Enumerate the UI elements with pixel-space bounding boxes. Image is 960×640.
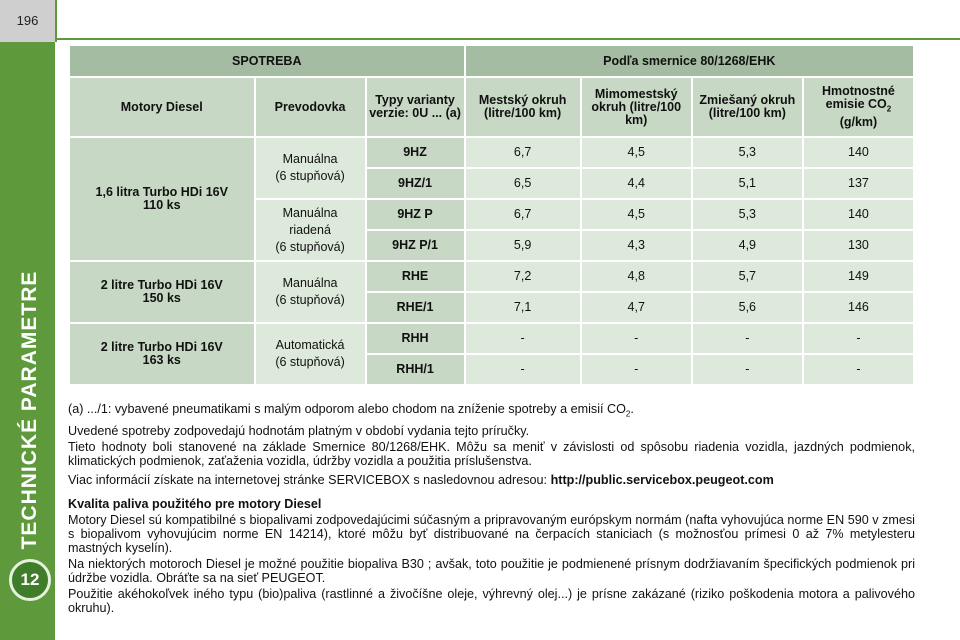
fuel-paragraph: Motory Diesel sú kompatibilné s biopaliv… <box>68 512 915 555</box>
combined-cell: 5,7 <box>692 262 802 291</box>
footnote-a-subscript: 2 <box>625 409 631 419</box>
gearbox-line: (6 stupňová) <box>275 239 345 254</box>
variant-cell: RHE <box>366 262 464 291</box>
col-header-variant: Typy varianty verzie: 0U ... (a) <box>366 78 464 136</box>
page-number: 196 <box>0 0 57 42</box>
combined-cell: 5,3 <box>692 138 802 167</box>
combined-cell: - <box>692 324 802 353</box>
gearbox-line: Manuálna <box>282 276 338 290</box>
gearbox-cell: Manuálna (6 stupňová) <box>255 138 365 198</box>
gearbox-line: (6 stupňová) <box>275 355 345 369</box>
fuel-consumption-table: SPOTREBA Podľa smernice 80/1268/EHK Moto… <box>68 44 915 386</box>
footnote-a: (a) .../1: vybavené pneumatikami s malým… <box>68 402 915 422</box>
col-header-urban: Mestský okruh (litre/100 km) <box>465 78 580 136</box>
engine-name: 2 litre Turbo HDi 16V <box>100 278 223 292</box>
gearbox-line: (6 stupňová) <box>275 293 345 307</box>
gearbox-line: Manuálna <box>282 205 338 220</box>
extra-urban-cell: 4,3 <box>581 231 691 260</box>
servicebox-text: Viac informácií získate na internetovej … <box>68 472 551 487</box>
engine-name: 1,6 litra Turbo HDi 16V <box>95 185 228 199</box>
extra-urban-cell: 4,8 <box>581 262 691 291</box>
urban-cell: 6,7 <box>465 138 580 167</box>
servicebox-link[interactable]: http://public.servicebox.peugeot.com <box>550 472 774 487</box>
engine-cell: 2 litre Turbo HDi 16V 150 ks <box>70 262 254 322</box>
values-note: Tieto hodnoty boli stanovené na základe … <box>68 439 915 468</box>
co2-cell: - <box>803 355 913 384</box>
variant-cell: 9HZ P/1 <box>366 231 464 260</box>
co2-unit: (g/km) <box>839 114 878 129</box>
notes-section: (a) .../1: vybavené pneumatikami s malým… <box>68 402 915 617</box>
chapter-title: TECHNICKÉ PARAMETRE <box>18 270 41 550</box>
combined-cell: - <box>692 355 802 384</box>
co2-cell: 130 <box>803 231 913 260</box>
variant-cell: 9HZ <box>366 138 464 167</box>
header-divider <box>55 38 960 40</box>
extra-urban-cell: 4,5 <box>581 138 691 167</box>
extra-urban-cell: - <box>581 355 691 384</box>
engine-cell: 1,6 litra Turbo HDi 16V 110 ks <box>70 138 254 260</box>
urban-cell: 6,5 <box>465 169 580 198</box>
extra-urban-cell: - <box>581 324 691 353</box>
table-header-consumption: SPOTREBA <box>70 46 464 76</box>
gearbox-line: riadená <box>289 222 331 237</box>
gearbox-cell: Automatická (6 stupňová) <box>255 324 365 384</box>
extra-urban-cell: 4,4 <box>581 169 691 198</box>
urban-cell: - <box>465 355 580 384</box>
urban-cell: 7,2 <box>465 262 580 291</box>
col-header-engine: Motory Diesel <box>70 78 254 136</box>
table-header-directive: Podľa smernice 80/1268/EHK <box>465 46 913 76</box>
urban-cell: - <box>465 324 580 353</box>
co2-cell: 149 <box>803 262 913 291</box>
variant-cell: RHH <box>366 324 464 353</box>
gearbox-line: (6 stupňová) <box>275 169 345 183</box>
fuel-paragraph: Použitie akéhokoľvek iného typu (bio)pal… <box>68 586 915 615</box>
co2-subscript: 2 <box>886 104 892 114</box>
co2-cell: 140 <box>803 200 913 229</box>
extra-urban-cell: 4,5 <box>581 200 691 229</box>
col-header-co2: Hmotnostné emisie CO2 (g/km) <box>803 78 913 136</box>
variant-cell: 9HZ/1 <box>366 169 464 198</box>
engine-power: 150 ks <box>142 291 181 305</box>
engine-power: 110 ks <box>142 198 181 212</box>
engine-name: 2 litre Turbo HDi 16V <box>100 340 223 354</box>
co2-cell: 140 <box>803 138 913 167</box>
combined-cell: 4,9 <box>692 231 802 260</box>
urban-cell: 7,1 <box>465 293 580 322</box>
fuel-quality-heading: Kvalita paliva použitého pre motory Dies… <box>68 496 322 511</box>
col-header-combined: Zmiešaný okruh (litre/100 km) <box>692 78 802 136</box>
col-header-extra-urban: Mimomestský okruh (litre/100 km) <box>581 78 691 136</box>
gearbox-line: Manuálna <box>282 152 338 166</box>
co2-cell: 146 <box>803 293 913 322</box>
engine-cell: 2 litre Turbo HDi 16V 163 ks <box>70 324 254 384</box>
co2-cell: - <box>803 324 913 353</box>
combined-cell: 5,3 <box>692 200 802 229</box>
chapter-sidebar <box>0 0 55 640</box>
footnote-a-text: (a) .../1: vybavené pneumatikami s malým… <box>68 402 626 416</box>
urban-cell: 5,9 <box>465 231 580 260</box>
urban-cell: 6,7 <box>465 200 580 229</box>
co2-cell: 137 <box>803 169 913 198</box>
co2-label: Hmotnostné emisie CO <box>821 84 895 112</box>
combined-cell: 5,1 <box>692 169 802 198</box>
variant-cell: RHH/1 <box>366 355 464 384</box>
variant-cell: RHE/1 <box>366 293 464 322</box>
footnote-a-end: . <box>630 402 634 416</box>
variant-cell: 9HZ P <box>366 200 464 229</box>
extra-urban-cell: 4,7 <box>581 293 691 322</box>
servicebox-note: Viac informácií získate na internetovej … <box>68 473 915 487</box>
col-header-gearbox: Prevodovka <box>255 78 365 136</box>
gearbox-line: Automatická <box>275 338 345 352</box>
gearbox-cell: Manuálna (6 stupňová) <box>255 262 365 322</box>
combined-cell: 5,6 <box>692 293 802 322</box>
engine-power: 163 ks <box>142 353 181 367</box>
gearbox-cell: Manuálna riadená (6 stupňová) <box>255 200 365 260</box>
chapter-number-badge: 12 <box>9 559 51 601</box>
consumption-note: Uvedené spotreby zodpovedajú hodnotám pl… <box>68 423 530 438</box>
fuel-paragraph: Na niektorých motoroch Diesel je možné p… <box>68 556 915 585</box>
